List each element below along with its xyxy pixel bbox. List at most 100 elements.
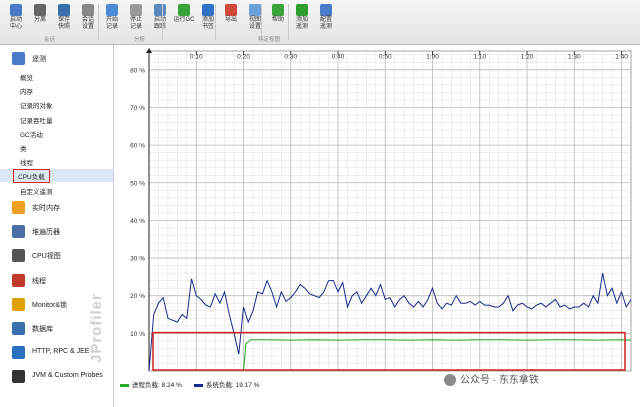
add-bookmark-button[interactable]: 添加 书签	[196, 4, 220, 36]
system-load-line	[148, 272, 632, 372]
sidebar-item[interactable]: 线程	[0, 155, 113, 168]
sidebar-item-label: 记录吞吐量	[20, 117, 53, 125]
start-center-icon	[10, 4, 22, 16]
run-gc-icon	[178, 4, 190, 16]
process-load-line	[243, 339, 632, 372]
sidebar-item[interactable]: 记录的对象	[0, 98, 113, 111]
configure-telemetry-button[interactable]: 配置 遥测	[314, 4, 338, 36]
sidebar-section[interactable]: 实时内存	[0, 198, 113, 218]
sidebar-item[interactable]: GC活动	[0, 127, 113, 140]
save-snapshot-icon	[58, 4, 70, 16]
x-tick-label: 0:40	[332, 54, 345, 61]
save-snapshot-button[interactable]: 保存 快照	[52, 4, 76, 36]
watermark-text: 公众号 · 东东拿铁	[460, 375, 539, 386]
start-tracking-button[interactable]: 启动 跟踪	[148, 4, 172, 36]
y-axis-arrow	[146, 48, 152, 53]
sidebar-section-label: 数据库	[32, 326, 53, 333]
cpu-load-chart-panel: 10 % 20 % 30 % 40 % 50 % 60 % 70 % 80 % 0:10 0:20…	[114, 45, 640, 407]
toolbar-separator	[215, 4, 216, 40]
sidebar-section[interactable]: HTTP, RPC & JEE	[0, 343, 113, 363]
toolbar-separator	[162, 4, 163, 40]
start-tracking-icon	[154, 4, 166, 16]
help-button[interactable]: 帮助	[266, 4, 290, 36]
sidebar-section[interactable]: Monitor&锁	[0, 295, 113, 315]
heap-walker-icon	[12, 225, 25, 239]
sidebar-item-label: 记录的对象	[20, 103, 53, 111]
x-tick-label: 0:20	[237, 54, 250, 61]
sidebar-item[interactable]: CPU负载	[0, 169, 113, 184]
toolbar-button-label: 添加	[201, 17, 214, 23]
session-settings-button[interactable]: 会话 设置	[76, 4, 100, 36]
sidebar-section[interactable]: JVM & Custom Probes	[0, 367, 113, 387]
toolbar-separator	[288, 4, 289, 40]
y-tick-label: 80 %	[130, 67, 145, 74]
configure-telemetry-icon	[320, 4, 332, 16]
toolbar-button-label: 帮助	[271, 17, 284, 23]
legend-label: 进程负载: 8.24 %	[132, 382, 182, 389]
sidebar-item[interactable]: 类	[0, 141, 113, 154]
toolbar-button-label: 记录	[129, 24, 142, 30]
sidebar-item[interactable]: 内存	[0, 84, 113, 97]
view-settings-button[interactable]: 视图 设置	[243, 4, 267, 36]
jvm-probes-icon	[12, 370, 25, 384]
y-tick-label: 60 %	[130, 143, 145, 150]
stop-recording-icon	[130, 4, 142, 16]
export-icon	[225, 4, 237, 16]
toolbar-button-label: 停止	[129, 17, 142, 23]
detach-button[interactable]: 分离	[28, 4, 52, 36]
start-center-button[interactable]: 启动 中心	[4, 4, 28, 36]
monitor-locks-icon	[12, 297, 25, 311]
toolbar-button-label: 运行GC	[173, 17, 195, 23]
x-tick-label: 0:10	[190, 54, 203, 61]
x-tick-label: 1:40	[615, 54, 628, 61]
plot-area	[148, 50, 632, 372]
toolbar-button-label: 开始	[105, 17, 118, 23]
cpu-views-icon	[12, 249, 25, 263]
view-settings-icon	[249, 4, 261, 16]
add-bookmark-icon	[202, 4, 214, 16]
sidebar-section-label: HTTP, RPC & JEE	[32, 348, 90, 356]
sidebar-item-label: 概览	[20, 75, 33, 82]
x-tick-label: 0:30	[284, 54, 297, 61]
toolbar-button-label: 会话	[81, 17, 94, 23]
sidebar-section[interactable]: 堆遍历器	[0, 222, 113, 242]
sidebar-section[interactable]: 数据库	[0, 319, 113, 339]
sidebar-item-label: CPU负载	[13, 169, 50, 184]
sidebar-item-label: 内存	[20, 89, 33, 97]
start-recording-button[interactable]: 开始 记录	[100, 4, 124, 36]
jprofiler-watermark: JProfiler	[88, 293, 105, 363]
sidebar-item[interactable]: 记录吞吐量	[0, 113, 113, 126]
sidebar-item[interactable]: 自定义遥测	[0, 184, 113, 197]
add-telemetry-icon	[296, 4, 308, 16]
sidebar-section[interactable]: CPU视图	[0, 246, 113, 266]
sidebar-item-label: 类	[20, 146, 27, 153]
highlight-box	[152, 331, 626, 371]
toolbar-button-label: 快照	[57, 24, 70, 30]
toolbar-button-label: 中心	[9, 24, 22, 30]
sidebar-section-label: Monitor&锁	[32, 301, 68, 309]
sidebar-section-telemetry[interactable]: 遥测	[0, 49, 113, 69]
legend-item: 系统负载: 19.17 %	[194, 379, 259, 389]
sidebar-item[interactable]: 概览	[0, 70, 113, 83]
sidebar-item-label: GC活动	[20, 131, 43, 139]
y-tick-label: 40 %	[130, 218, 145, 225]
sidebar-section[interactable]: 线程	[0, 271, 113, 291]
threads-icon	[12, 273, 25, 287]
toolbar-group-label: 会话	[44, 37, 56, 43]
legend-swatch	[194, 383, 203, 387]
toolbar-button-label: 设置	[248, 24, 261, 30]
toolbar-button-label: 保存	[57, 17, 70, 23]
toolbar-separator	[261, 4, 262, 40]
sidebar-section-label: 实时内存	[32, 205, 60, 212]
x-tick-label: 0:50	[379, 54, 392, 61]
sidebar-section-label: 堆遍历器	[32, 229, 60, 237]
add-telemetry-button[interactable]: 添加 遥测	[290, 4, 314, 36]
run-gc-button[interactable]: 运行GC	[172, 4, 196, 36]
stop-recording-button[interactable]: 停止 记录	[124, 4, 148, 36]
cpu-load-chart[interactable]: 10 % 20 % 30 % 40 % 50 % 60 % 70 % 80 % 0:10 0:20…	[114, 45, 640, 373]
x-tick-label: 1:20	[521, 54, 534, 61]
export-button[interactable]: 导出	[219, 4, 243, 36]
session-settings-icon	[82, 4, 94, 16]
databases-icon	[12, 322, 25, 335]
sidebar-section-label: 线程	[32, 277, 46, 285]
